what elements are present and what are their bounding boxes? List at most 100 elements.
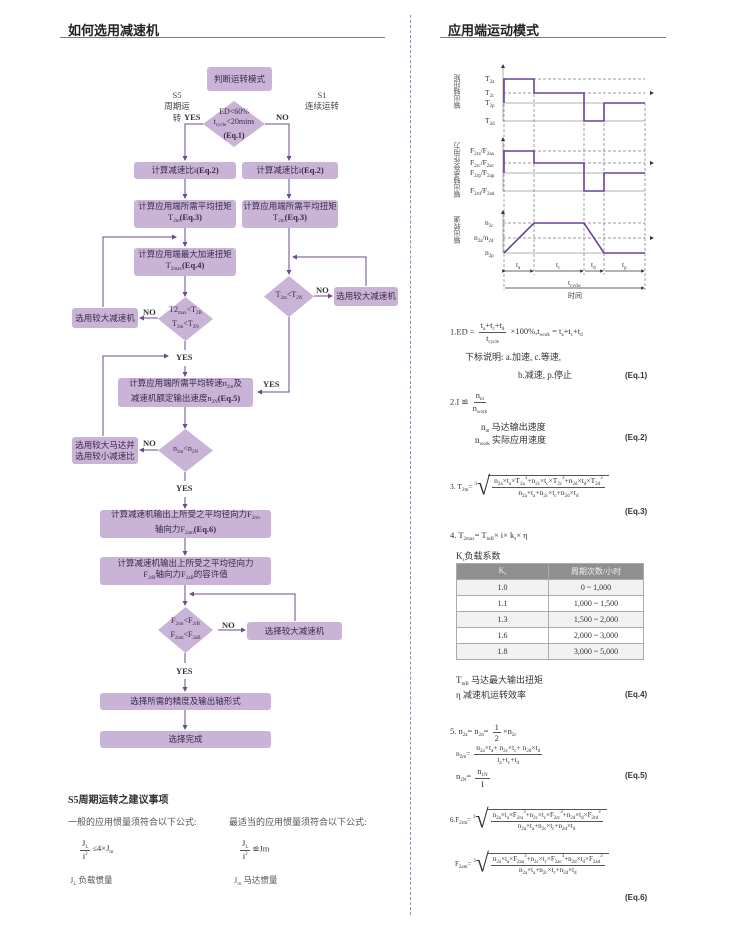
decision-speed-check: n2m<n2N bbox=[158, 429, 213, 472]
eq4-eta-legend: η 减速机运转效率 bbox=[456, 690, 526, 700]
cycle-label: tcycle bbox=[568, 278, 581, 289]
bigger-reducer-text: 选用较大减速机 bbox=[75, 312, 135, 323]
formula-rest: ≌Jm bbox=[252, 843, 270, 854]
eq3-formula: 3. T2m= 3 √ n2a×ta×T2a3+n2c×tc×T2c3+n2d×td… bbox=[450, 472, 609, 502]
general-inertia-formula: JL i2 ≤4×Jm bbox=[78, 838, 113, 861]
speed-level-ad: n2a/n2d bbox=[474, 233, 494, 244]
s5-section-title: S5周期运转之建议事项 bbox=[68, 795, 169, 806]
yes-label: YES bbox=[176, 483, 193, 493]
ks-cell: 1.6 bbox=[456, 627, 549, 644]
frac-den: n2a×ta+n2c×tc+n2d×td bbox=[518, 488, 579, 499]
ks-table-row: 1.6 2,000 ~ 3,000 bbox=[456, 627, 644, 644]
optimal-inertia-formula: JL i2 ≌Jm bbox=[238, 838, 269, 861]
calc-max-torque-box: 计算应用端最大加速扭矩 T2max(Eq.4) bbox=[134, 248, 236, 276]
eq3-pre: 3. T2m= 3 bbox=[450, 481, 477, 493]
choose-bigger-text: 选择较大减速机 bbox=[264, 625, 325, 636]
left-section-title: 如何选用减速机 bbox=[68, 23, 160, 38]
bigger-reducer-right-box: 选用较大减速机 bbox=[334, 287, 398, 306]
node-text-line: 计算应用端最大加速扭矩 bbox=[138, 249, 232, 259]
decision-torque-check: T2max<T2B T2m<T2N bbox=[158, 297, 213, 341]
flowchart-connectors bbox=[102, 123, 367, 730]
ks-header: Ks bbox=[456, 563, 549, 580]
ks-table-row: 1.3 1,500 ~ 2,000 bbox=[456, 611, 644, 628]
node-text-line: tcycle<20mins bbox=[213, 117, 255, 128]
node-text-line: F2rB轴向力F2aB的容许值 bbox=[143, 569, 228, 581]
s5-label: S5 周期运转 bbox=[162, 90, 192, 124]
done-box: 选择完成 bbox=[100, 731, 271, 748]
torque-level-p: T2p bbox=[485, 98, 495, 109]
eq2-formula: 2.I ≌ nm nwork bbox=[450, 390, 489, 415]
node-text-line: 计算应用端所需平均扭矩 bbox=[243, 201, 337, 211]
node-text-line: 减速机额定输出速度n2N(Eq.5) bbox=[130, 392, 241, 405]
eq1-note1: 下标说明: a.加速, c.等速, bbox=[465, 352, 561, 362]
phase-decel: td bbox=[591, 260, 596, 271]
s5-code: S5 bbox=[172, 90, 182, 100]
torque-level-d: T2d bbox=[485, 116, 495, 127]
cycles-cell: 1,500 ~ 2,000 bbox=[548, 611, 644, 628]
column-divider bbox=[410, 15, 411, 915]
determine-mode-text: 判断运转模式 bbox=[213, 73, 265, 84]
frac-den: i2 bbox=[82, 851, 88, 861]
eq5-line2: n2m= n2a×ta+ n2c×tc+ n2d×td ta+tc+td bbox=[456, 743, 544, 766]
node-text-line: 选用较大马达并 bbox=[75, 439, 135, 450]
eq4-tmb-legend: TmB 马达最大输出扭矩 bbox=[456, 675, 543, 687]
node-text-line: T2max(Eq.4) bbox=[165, 260, 205, 272]
node-text-line: 轴向力F2am(Eq.6) bbox=[154, 524, 217, 536]
torque-level-c: T2c bbox=[485, 88, 495, 99]
s1-code: S1 bbox=[317, 90, 327, 100]
decision-ed-cycle: ED<60% tcycle<20mins (Eq.1) bbox=[203, 101, 265, 147]
radical-icon: √ bbox=[476, 472, 491, 502]
phase-accel: ta bbox=[516, 260, 521, 271]
node-text-line: 计算减速机输出上所受之平均径向力F2rm bbox=[111, 509, 260, 521]
s1-label: S1 连续运转 bbox=[305, 90, 339, 112]
torque-axis-label: 输出轴扭矩 bbox=[453, 74, 461, 109]
choose-bigger-reducer-box: 选择较大减速机 bbox=[247, 622, 342, 640]
node-text-line: (Eq.1) bbox=[223, 131, 245, 140]
eq5-l1-post: ×n2c bbox=[502, 726, 517, 739]
yes-label: YES bbox=[263, 379, 280, 389]
frac-den: ta+tc+td bbox=[497, 755, 520, 766]
frac-num: n2a×ta×F2aa3+n2c×tc×F2ac3+n2d×td×F2ad3 bbox=[490, 853, 605, 866]
node-text-line: T2m(Eq.3) bbox=[272, 212, 308, 224]
torque-level-a: T2a bbox=[485, 74, 495, 85]
eq4-tag: (Eq.4) bbox=[625, 690, 648, 699]
ks-table-row: 1.1 1,000 ~ 1,500 bbox=[456, 595, 644, 612]
node-text-line: 计算应用端所需平均转速n2m及 bbox=[129, 377, 242, 390]
no-label: NO bbox=[316, 285, 329, 295]
frac-den: nwork bbox=[472, 403, 488, 415]
bigger-motor-box: 选用较大马达并 选用较小减速比 bbox=[72, 437, 138, 464]
eq4-formula: 4. T2max= TmB× i× ks× η bbox=[450, 530, 528, 542]
eq1-tag: (Eq.1) bbox=[625, 371, 648, 380]
calc-avg-torque-right-box: 计算应用端所需平均扭矩 T2m(Eq.3) bbox=[242, 200, 338, 228]
frac-num: n1N bbox=[475, 766, 490, 779]
phase-constant: tc bbox=[556, 260, 561, 271]
force-profile-line bbox=[503, 150, 645, 192]
eq5-l3-pre: n2N= bbox=[456, 771, 474, 784]
frac-num: ta+tc+td bbox=[478, 320, 507, 333]
frac-den: n2a×ta+n2c×tc+n2d×td bbox=[518, 865, 577, 876]
eq6-l2-pre: F2am= 3 bbox=[455, 858, 476, 870]
s1-name: 连续运转 bbox=[305, 101, 340, 111]
frac-num: n2a×ta+ n2c×tc+ n2d×td bbox=[474, 743, 543, 755]
node-text-line: 选用较小减速比 bbox=[75, 450, 135, 461]
force-axis-label: 输出轴承受作用力 bbox=[453, 142, 461, 198]
node-text-line: ED<60% bbox=[219, 107, 249, 116]
frac-num: JL bbox=[240, 838, 251, 851]
eq2-motor-speed: nm 马达输出速度 bbox=[481, 422, 546, 434]
optimal-inertia-text: 最适当的应用惯量须符合以下公式: bbox=[229, 817, 367, 827]
ks-table-row: 1.0 0 ~ 1,000 bbox=[456, 579, 644, 596]
eq2-tag: (Eq.2) bbox=[625, 433, 648, 442]
eq6-line2: F2am= 3 √ n2a×ta×F2aa3+n2c×tc×F2ac3+n2d×td… bbox=[455, 851, 609, 877]
torque-profile-line bbox=[503, 78, 645, 122]
eq6-tag: (Eq.6) bbox=[625, 893, 648, 902]
eq1-note2: b.减速, p.停止 bbox=[518, 370, 573, 380]
motor-inertia-legend: Jm 马达惯量 bbox=[234, 875, 278, 887]
eq2-work-speed: nwork 实际应用速度 bbox=[475, 435, 547, 447]
decision-avg-torque-right: T2m<T2N bbox=[264, 276, 314, 317]
cycles-cell: 2,000 ~ 3,000 bbox=[548, 627, 644, 644]
eq1-pre: 1.ED = bbox=[450, 326, 477, 337]
speed-level-c: n2c bbox=[485, 218, 494, 229]
frac-den: I bbox=[481, 779, 484, 789]
node-text-line: T2m<T2N bbox=[275, 289, 303, 301]
cycles-cell: 3,000 ~ 5,000 bbox=[548, 643, 644, 660]
